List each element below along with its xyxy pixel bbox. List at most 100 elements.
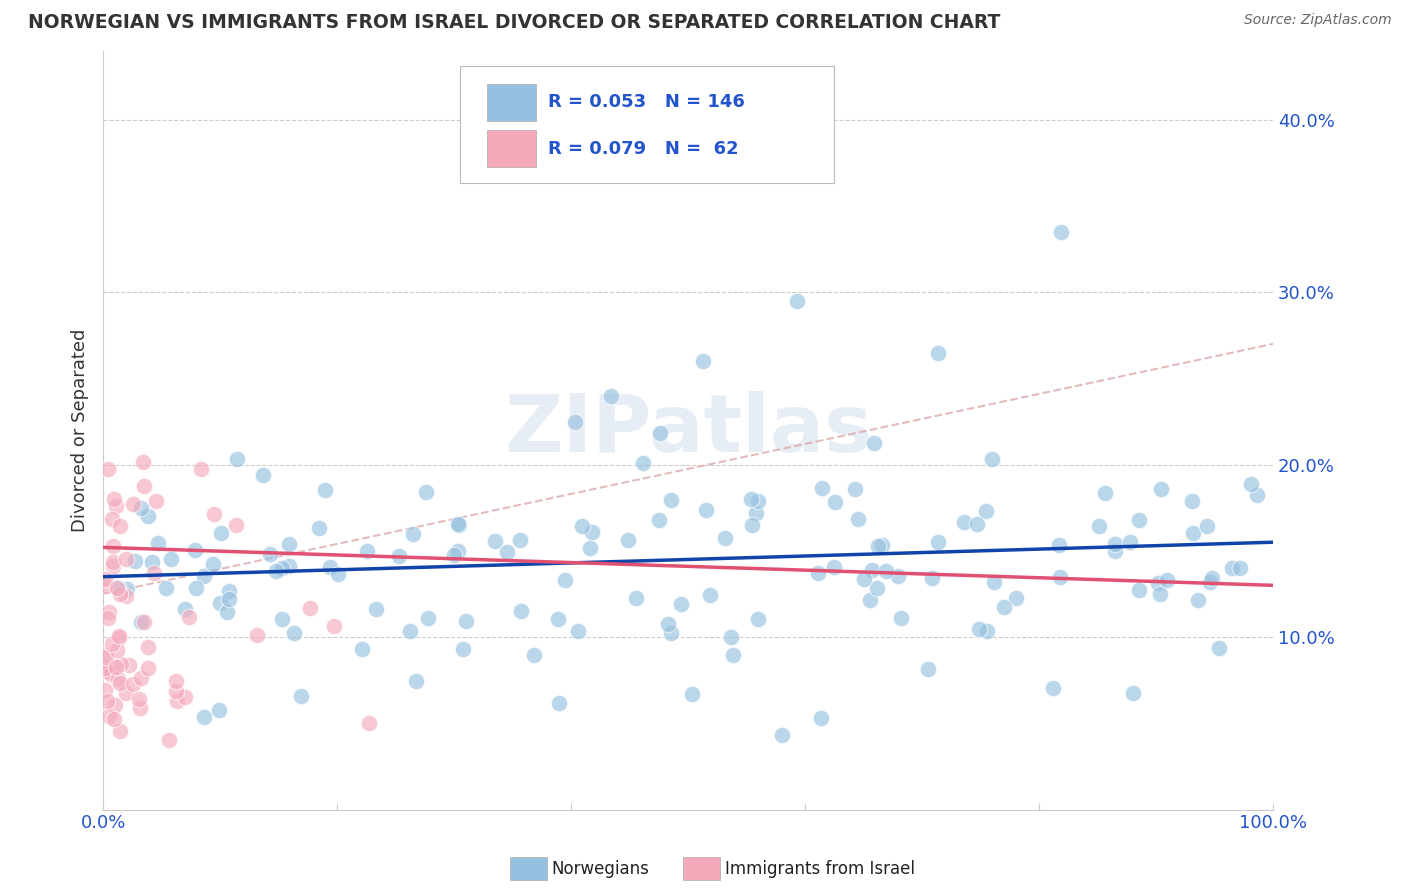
Point (1119, 535, 1142, 549)
Point (1088, 519, 1111, 533)
Point (1150, 482, 1173, 496)
Point (571, 518, 593, 533)
Point (447, 543, 470, 558)
Point (110, 657, 132, 672)
Point (554, 573, 576, 587)
Point (202, 508, 225, 522)
Point (548, 696, 571, 710)
Point (786, 293, 808, 308)
Y-axis label: Divorced or Separated: Divorced or Separated (72, 328, 89, 532)
Point (136, 509, 159, 524)
Point (166, 693, 188, 707)
Point (669, 597, 692, 611)
Point (443, 548, 465, 562)
Point (115, 582, 138, 597)
Point (846, 512, 869, 526)
Point (740, 491, 762, 506)
Point (388, 549, 411, 563)
Point (657, 617, 679, 632)
Point (1149, 587, 1171, 601)
Point (157, 732, 180, 747)
Point (184, 581, 207, 595)
Point (107, 581, 129, 595)
Point (624, 591, 647, 605)
FancyBboxPatch shape (486, 84, 536, 121)
Point (271, 612, 294, 626)
Point (290, 690, 312, 704)
Point (298, 600, 321, 615)
Point (259, 547, 281, 561)
Point (1128, 512, 1150, 526)
Point (208, 596, 231, 610)
Point (844, 482, 866, 496)
Point (581, 524, 603, 539)
Point (695, 502, 717, 516)
Point (132, 455, 155, 469)
Point (101, 539, 124, 553)
Point (174, 690, 197, 704)
Text: R = 0.053   N = 146: R = 0.053 N = 146 (548, 94, 745, 112)
Point (278, 559, 301, 574)
Point (567, 624, 589, 638)
Point (264, 564, 287, 578)
Point (747, 494, 769, 508)
Point (122, 497, 145, 511)
Point (173, 602, 195, 616)
Point (405, 673, 427, 688)
Point (356, 544, 378, 558)
Point (104, 698, 127, 713)
Point (159, 552, 181, 566)
Point (807, 566, 830, 581)
Point (103, 712, 125, 726)
Text: NORWEGIAN VS IMMIGRANTS FROM ISRAEL DIVORCED OR SEPARATED CORRELATION CHART: NORWEGIAN VS IMMIGRANTS FROM ISRAEL DIVO… (28, 13, 1001, 32)
Text: R = 0.079   N =  62: R = 0.079 N = 62 (548, 139, 738, 158)
Point (132, 479, 155, 493)
Text: Source: ZipAtlas.com: Source: ZipAtlas.com (1244, 13, 1392, 28)
Point (131, 671, 153, 685)
Point (648, 425, 671, 440)
Point (105, 643, 128, 657)
Point (105, 581, 128, 595)
Point (692, 354, 714, 368)
Point (101, 637, 124, 651)
Point (146, 535, 169, 549)
Point (141, 555, 163, 569)
Point (94, 664, 117, 678)
Point (115, 686, 138, 700)
Point (94, 572, 117, 586)
Point (108, 724, 131, 739)
Point (579, 541, 602, 555)
Point (128, 700, 150, 714)
Point (449, 518, 471, 533)
Point (225, 517, 247, 532)
Point (193, 710, 215, 724)
Point (714, 532, 737, 546)
Point (108, 519, 131, 533)
Point (225, 452, 247, 467)
Point (1104, 543, 1126, 558)
Point (823, 560, 845, 574)
Point (326, 566, 349, 581)
Point (418, 610, 440, 624)
Point (136, 661, 159, 675)
Point (824, 494, 846, 508)
Point (1128, 582, 1150, 597)
Point (564, 415, 586, 429)
Point (218, 584, 240, 599)
Point (359, 715, 381, 730)
Point (101, 512, 124, 526)
Point (810, 710, 832, 724)
Point (1208, 641, 1230, 656)
Point (1047, 538, 1070, 552)
Point (1104, 537, 1126, 551)
Point (184, 542, 207, 557)
Point (993, 599, 1015, 614)
Point (105, 499, 128, 513)
Point (967, 623, 990, 637)
Point (165, 673, 187, 688)
Point (976, 624, 998, 638)
Point (115, 590, 138, 604)
Point (190, 462, 212, 476)
Point (94, 648, 117, 662)
Text: Immigrants from Israel: Immigrants from Israel (725, 860, 915, 878)
